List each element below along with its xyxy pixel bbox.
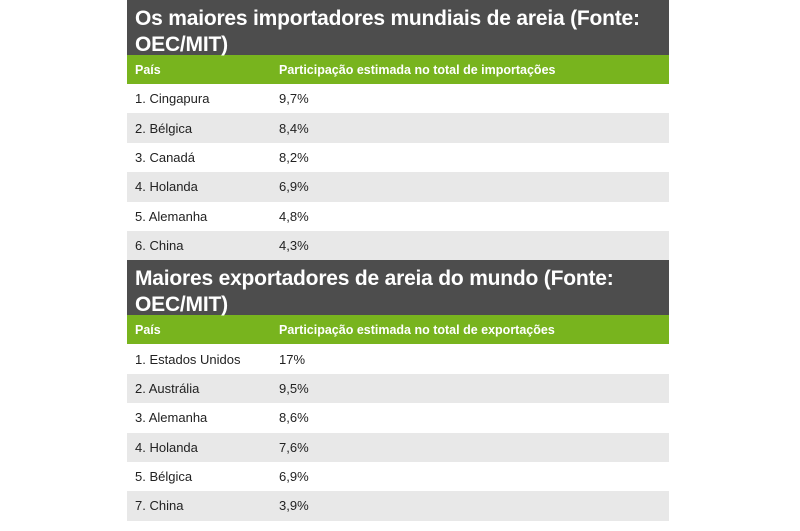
table-row: 5. Bélgica 6,9% (127, 461, 669, 492)
table-row: 4. Holanda 7,6% (127, 432, 669, 462)
share-cell: 6,9% (279, 469, 309, 485)
country-cell: 3. Canadá (135, 149, 195, 165)
exports-title: Maiores exportadores de areia do mundo (… (127, 260, 669, 316)
country-cell: 6. China (135, 238, 184, 254)
country-cell: 4. Holanda (135, 179, 198, 195)
share-cell: 17% (279, 351, 306, 367)
share-cell: 4,8% (279, 208, 309, 224)
share-cell: 8,2% (279, 149, 309, 165)
country-cell: 7. China (135, 498, 184, 514)
imports-header-country: País (135, 62, 161, 77)
table-row: 2. Bélgica 8,4% (127, 113, 669, 143)
share-cell: 3,9% (279, 498, 309, 514)
table-row: 4. Holanda 6,9% (127, 172, 669, 202)
share-cell: 9,7% (279, 91, 309, 107)
country-cell: 1. Estados Unidos (135, 351, 241, 367)
imports-header-row: País Participação estimada no total de i… (127, 55, 669, 84)
exports-header-share: Participação estimada no total de export… (279, 322, 555, 337)
share-cell: 7,6% (279, 439, 309, 455)
imports-header-share: Participação estimada no total de import… (279, 62, 556, 77)
share-cell: 6,9% (279, 179, 309, 195)
country-cell: 5. Alemanha (135, 208, 208, 224)
country-cell: 2. Bélgica (135, 120, 193, 136)
imports-section: Os maiores importadores mundiais de arei… (127, 0, 669, 261)
country-cell: 3. Alemanha (135, 410, 208, 426)
infographic-tables: Os maiores importadores mundiais de arei… (127, 0, 669, 521)
table-row: 3. Alemanha 8,6% (127, 403, 669, 433)
country-cell: 5. Bélgica (135, 469, 193, 485)
table-row: 5. Alemanha 4,8% (127, 201, 669, 231)
table-row: 1. Estados Unidos 17% (127, 344, 669, 374)
share-cell: 8,4% (279, 120, 309, 136)
country-cell: 1. Cingapura (135, 91, 210, 107)
table-row: 2. Austrália 9,5% (127, 373, 669, 404)
table-row: 1. Cingapura 9,7% (127, 84, 669, 114)
share-cell: 8,6% (279, 410, 309, 426)
share-cell: 9,5% (279, 380, 309, 396)
exports-header-row: País Participação estimada no total de e… (127, 315, 669, 345)
table-row: 3. Canadá 8,2% (127, 142, 669, 173)
country-cell: 2. Austrália (135, 380, 200, 396)
table-row: 7. China 3,9% (127, 491, 669, 521)
share-cell: 4,3% (279, 238, 309, 254)
exports-header-country: País (135, 322, 161, 337)
imports-title: Os maiores importadores mundiais de arei… (127, 0, 669, 56)
table-row: 6. China 4,3% (127, 230, 669, 261)
country-cell: 4. Holanda (135, 439, 198, 455)
exports-section: Maiores exportadores de areia do mundo (… (127, 260, 669, 521)
